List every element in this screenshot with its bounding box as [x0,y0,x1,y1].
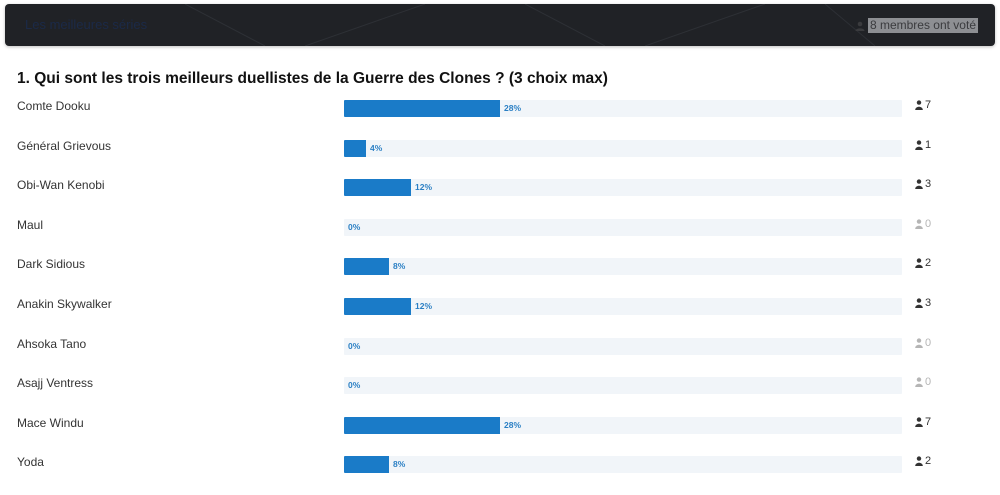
user-icon [915,377,923,387]
poll-option-label: Mace Windu [17,416,84,430]
poll-option-bar-track: 4% [344,140,902,157]
poll-option-row: Asajj Ventress 0% 0 [0,375,1000,395]
user-icon [915,100,923,110]
poll-option-count-text: 3 [925,178,932,190]
poll-option-label: Yoda [17,455,44,469]
poll-category-link[interactable]: Les meilleures séries [25,17,148,32]
poll-option-label: Dark Sidious [17,257,86,271]
poll-option-percent: 8% [393,261,406,271]
poll-option-bar-track: 0% [344,338,902,355]
poll-option-count-text: 3 [925,297,932,309]
header-background-pattern [184,4,876,46]
poll-option-label: Anakin Skywalker [17,297,112,311]
poll-option-row: Maul 0% 0 [0,217,1000,237]
poll-option-count-text: 7 [925,416,932,428]
vote-count-indicator: 8 membres ont voté [854,18,978,33]
poll-option-count-text: 7 [925,99,932,111]
poll-option-bar-track: 0% [344,377,902,394]
poll-question-title: 1. Qui sont les trois meilleurs duellist… [17,70,608,87]
user-icon [915,456,923,466]
poll-option-vote-count: 7 [915,99,931,111]
poll-option-vote-count: 2 [915,455,931,467]
poll-option-count-text: 0 [925,337,932,349]
poll-option-label: Ahsoka Tano [17,337,87,351]
poll-option-bar-fill [344,140,366,157]
poll-option-label: Obi-Wan Kenobi [17,178,105,192]
poll-option-percent: 28% [504,103,522,113]
user-icon [915,179,923,189]
poll-option-bar-track: 12% [344,298,902,315]
poll-option-vote-count: 1 [915,139,931,151]
poll-option-bar-track: 8% [344,258,902,275]
poll-option-count-text: 1 [925,139,932,151]
poll-option-count-text: 0 [925,218,932,230]
user-icon [915,338,923,348]
poll-option-bar-fill [344,179,411,196]
poll-option-percent: 0% [348,222,361,232]
user-icon [915,298,923,308]
user-icon [915,219,923,229]
poll-option-label: Comte Dooku [17,99,91,113]
poll-option-row: Comte Dooku 28% 7 [0,98,1000,118]
poll-option-vote-count: 0 [915,218,931,230]
poll-option-bar-track: 8% [344,456,902,473]
poll-option-count-text: 2 [925,257,932,269]
user-icon [915,417,923,427]
user-icon [915,140,923,150]
poll-option-bar-fill [344,417,500,434]
poll-option-row: Anakin Skywalker 12% 3 [0,296,1000,316]
poll-option-row: Dark Sidious 8% 2 [0,256,1000,276]
vote-count-text: 8 membres ont voté [867,18,978,33]
poll-option-bar-fill [344,100,500,117]
poll-option-bar-track: 28% [344,417,902,434]
poll-option-label: Général Grievous [17,139,112,153]
poll-option-row: Ahsoka Tano 0% 0 [0,336,1000,356]
user-icon [915,258,923,268]
poll-option-vote-count: 0 [915,376,931,388]
poll-option-vote-count: 2 [915,257,931,269]
poll-option-bar-fill [344,456,389,473]
poll-header-bar: Les meilleures séries 8 membres ont voté [5,4,995,46]
poll-option-percent: 8% [393,459,406,469]
poll-option-vote-count: 0 [915,337,931,349]
poll-option-row: Obi-Wan Kenobi 12% 3 [0,177,1000,197]
poll-option-percent: 4% [370,143,383,153]
poll-option-vote-count: 3 [915,178,931,190]
poll-option-count-text: 0 [925,376,932,388]
poll-option-vote-count: 7 [915,416,931,428]
poll-option-percent: 12% [415,182,433,192]
poll-option-percent: 12% [415,301,433,311]
poll-option-label: Maul [17,218,44,232]
user-icon [855,21,865,31]
poll-option-bar-fill [344,258,389,275]
poll-option-bar-fill [344,298,411,315]
poll-option-bar-track: 28% [344,100,902,117]
poll-option-percent: 0% [348,380,361,390]
poll-option-percent: 28% [504,420,522,430]
poll-option-count-text: 2 [925,455,932,467]
poll-option-bar-track: 12% [344,179,902,196]
poll-option-vote-count: 3 [915,297,931,309]
poll-option-bar-track: 0% [344,219,902,236]
poll-option-label: Asajj Ventress [17,376,94,390]
poll-option-row: Général Grievous 4% 1 [0,138,1000,158]
poll-option-row: Mace Windu 28% 7 [0,415,1000,435]
poll-option-percent: 0% [348,341,361,351]
poll-option-row: Yoda 8% 2 [0,454,1000,474]
